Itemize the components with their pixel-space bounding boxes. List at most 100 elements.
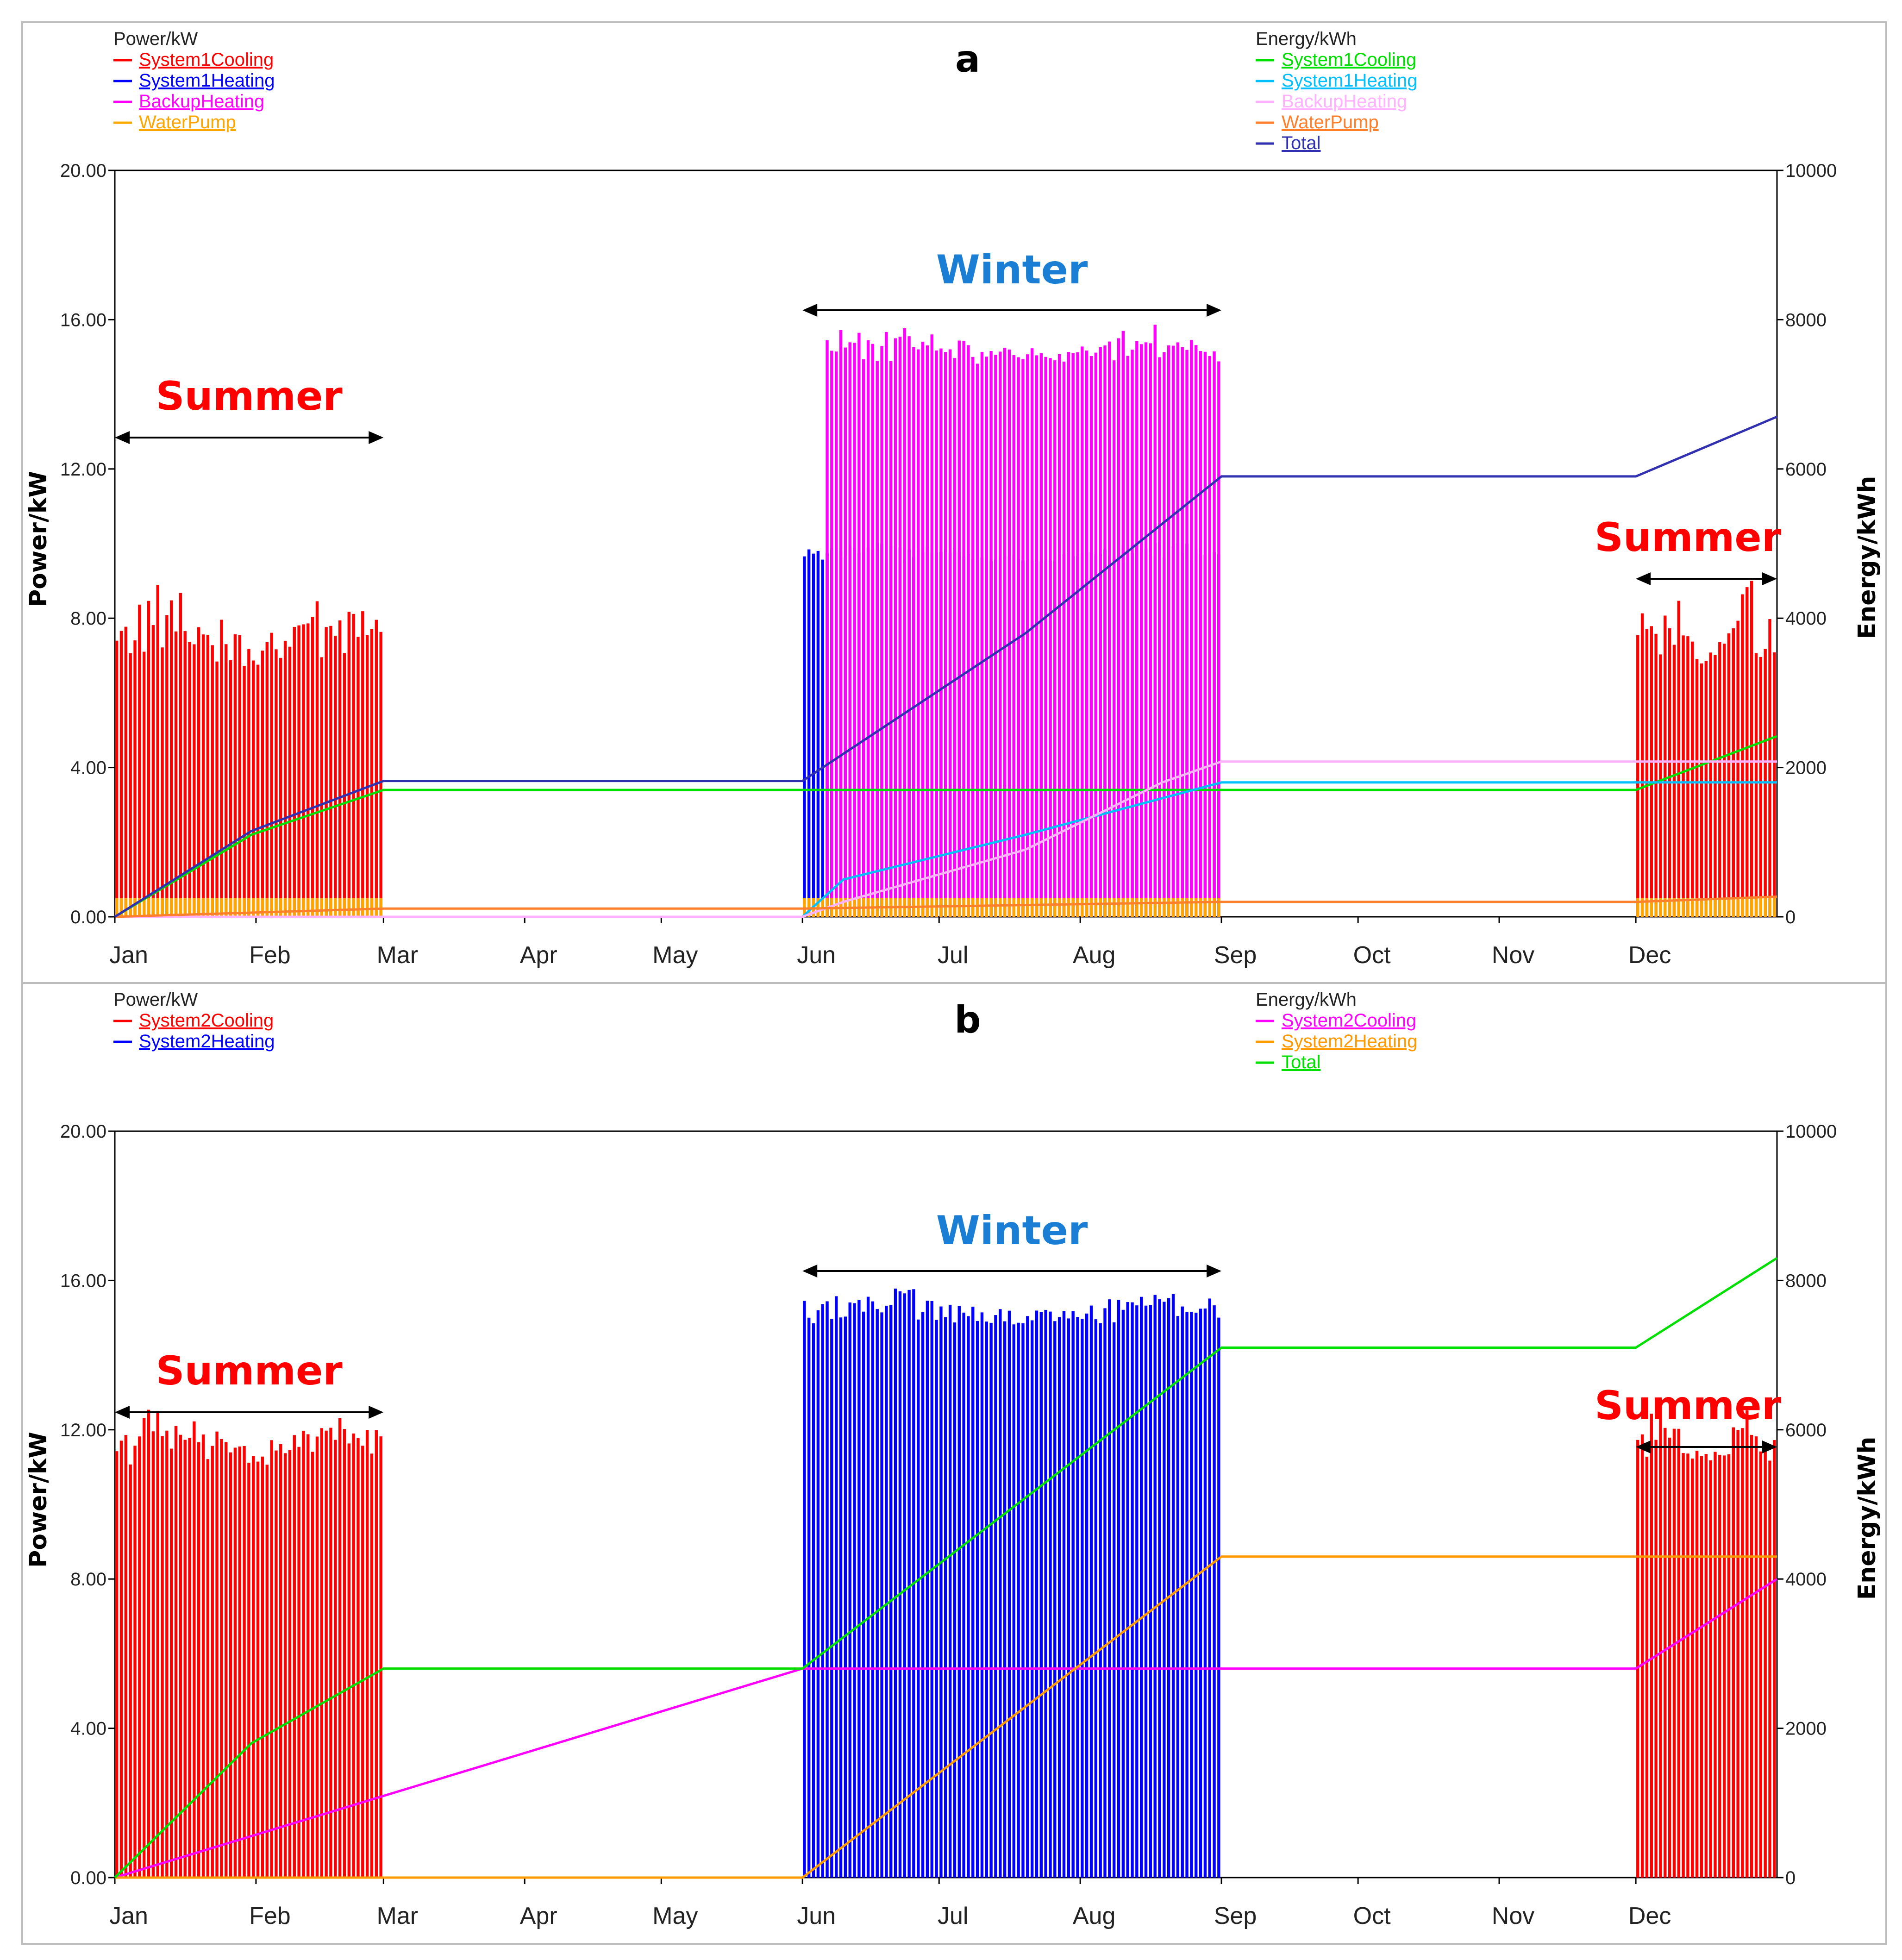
power-bar [1144, 898, 1148, 917]
power-bar [1664, 898, 1667, 917]
power-bar [1108, 898, 1111, 917]
power-bar [1163, 352, 1166, 917]
power-bar [1085, 1313, 1089, 1878]
power-bar [1081, 898, 1084, 917]
power-bar [1121, 898, 1125, 917]
power-bar [343, 653, 346, 917]
power-bar [1686, 898, 1689, 917]
season-arrow [1636, 572, 1777, 585]
power-bar [220, 620, 223, 917]
power-bar [215, 1431, 219, 1878]
power-bar [307, 623, 310, 917]
power-bar [1089, 356, 1093, 917]
power-bar [1144, 1305, 1148, 1878]
power-bar [206, 634, 210, 917]
power-bar [1158, 357, 1161, 917]
power-bar [848, 342, 851, 917]
power-bar [1076, 898, 1079, 917]
power-bar [1700, 1456, 1703, 1878]
power-bar [357, 637, 360, 917]
power-bar [1126, 356, 1129, 917]
power-bar [283, 1453, 287, 1878]
power-bar [1668, 628, 1671, 917]
power-bar [142, 898, 146, 917]
power-bar [347, 1443, 350, 1878]
power-bar [275, 898, 278, 917]
legend-right-item: Total [1282, 1052, 1321, 1072]
power-bar [1139, 344, 1143, 917]
power-bar [1691, 641, 1694, 917]
power-bar [1121, 331, 1125, 917]
power-bar [866, 1296, 870, 1878]
power-bar [921, 1312, 925, 1878]
power-bar [1176, 342, 1180, 917]
power-bar [179, 898, 182, 917]
power-bar [1044, 898, 1047, 917]
power-bar [1213, 1305, 1216, 1878]
y-tick-label: 4.00 [70, 1719, 106, 1739]
power-bar [1732, 628, 1735, 917]
power-bar [1176, 898, 1180, 917]
power-bar [215, 898, 219, 917]
power-bar [334, 898, 337, 917]
power-series-System1Cooling [115, 581, 1776, 917]
power-bar [1208, 1298, 1211, 1878]
energy-line-System2Heating [115, 1555, 1777, 1879]
power-bar [971, 1306, 975, 1878]
power-bar [197, 898, 200, 917]
power-bar [1163, 898, 1166, 917]
power-bar [238, 1446, 241, 1878]
power-bar [1736, 620, 1739, 917]
power-bar [279, 1444, 282, 1878]
energy-lines [114, 1257, 1778, 1879]
power-bar [1030, 898, 1034, 917]
power-bar [165, 1430, 169, 1878]
power-bar [165, 615, 169, 917]
power-bar [1691, 1459, 1694, 1878]
power-bar [803, 556, 806, 917]
power-bar [830, 351, 833, 917]
power-bar [1208, 898, 1211, 917]
power-bar [1741, 898, 1744, 917]
power-bar [315, 601, 319, 917]
power-bar [1135, 341, 1139, 917]
power-bar [1149, 1305, 1152, 1878]
power-bar [325, 898, 328, 917]
power-bar [917, 1319, 920, 1878]
power-bar [265, 1465, 269, 1878]
season-arrow-head-right [1207, 1265, 1222, 1277]
power-bar [138, 898, 141, 917]
power-bar [1062, 898, 1066, 917]
season-label: Winter [936, 247, 1088, 293]
power-bar [1030, 1320, 1034, 1878]
x-tick-label: Nov [1492, 942, 1534, 969]
power-bar [1195, 345, 1198, 917]
x-tick-label: Jan [109, 1903, 148, 1929]
power-bar [247, 1462, 250, 1878]
power-bar [871, 1301, 875, 1878]
power-bar [370, 898, 374, 917]
power-bar [115, 898, 119, 917]
power-bar [1039, 898, 1043, 917]
power-bar [839, 330, 843, 917]
power-bar [379, 898, 382, 917]
y2-tick-label: 6000 [1785, 459, 1827, 480]
power-bar [179, 1434, 182, 1878]
power-bar [1103, 898, 1107, 917]
power-bar [803, 1301, 806, 1878]
power-bar [170, 600, 173, 917]
chart-panel-b: bPower/kWSystem2CoolingSystem2HeatingEne… [25, 989, 1881, 1929]
power-bar [283, 640, 287, 917]
power-bar [1094, 898, 1098, 917]
power-bar [826, 340, 829, 917]
power-bar [1026, 1316, 1029, 1878]
power-bar [953, 358, 957, 917]
power-bar [297, 1447, 300, 1878]
power-bar [1217, 1317, 1220, 1878]
power-bar [156, 1411, 159, 1878]
y2-tick-label: 4000 [1785, 1569, 1827, 1590]
power-bar [1190, 1311, 1193, 1878]
y-tick-label: 20.00 [60, 161, 106, 181]
power-bar [297, 898, 300, 917]
power-bar [985, 1321, 988, 1878]
